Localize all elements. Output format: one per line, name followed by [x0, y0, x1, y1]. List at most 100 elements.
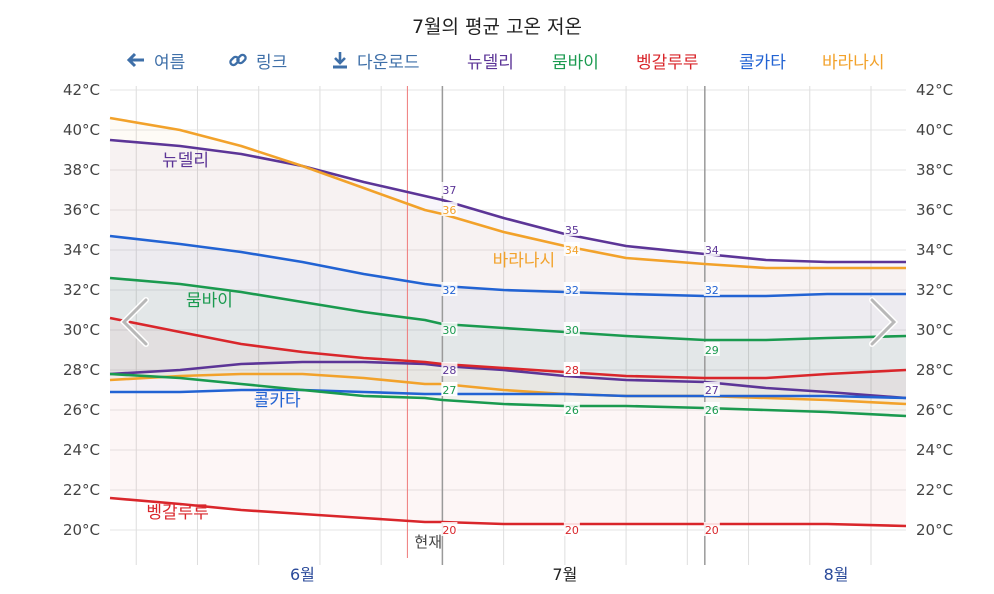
y-tick-label-right: 34°C	[916, 241, 953, 259]
next-arrow-stroke	[870, 298, 897, 346]
month-label: 7월	[552, 565, 577, 584]
y-tick-label-right: 38°C	[916, 161, 953, 179]
link-icon	[229, 53, 247, 67]
data-label-bg	[563, 402, 580, 416]
data-label: 27	[442, 384, 456, 397]
data-label-bg	[441, 182, 458, 196]
data-label-bg	[441, 382, 458, 396]
legend-item-kolkata[interactable]: 콜카타	[739, 52, 786, 73]
arrow-left-icon	[126, 52, 144, 68]
data-label-bg	[441, 202, 458, 216]
data-label-bg	[703, 522, 720, 536]
series-name-label: 뭄바이	[186, 291, 233, 311]
y-tick-label-right: 36°C	[916, 201, 953, 219]
series-line	[109, 496, 907, 528]
series-name-label: 콜카타	[254, 391, 301, 411]
data-label-bg	[563, 362, 580, 376]
data-label: 36	[442, 204, 456, 217]
data-label: 37	[442, 184, 456, 197]
series-name-label: 뉴델리	[162, 151, 209, 171]
y-tick-label-left: 42°C	[63, 81, 100, 99]
toolbar: 여름 링크 다운로드 뉴델리 뭄바이 벵갈루루 콜카타 바라나시	[0, 46, 994, 74]
now-label: 현재	[414, 533, 442, 551]
data-label-bg	[441, 282, 458, 296]
range-band	[110, 236, 906, 398]
y-tick-label-left: 40°C	[63, 121, 100, 139]
y-tick-label-left: 26°C	[63, 401, 100, 419]
data-label-bg	[703, 402, 720, 416]
y-tick-label-right: 42°C	[916, 81, 953, 99]
series-line	[109, 372, 907, 406]
month-label: 8월	[824, 565, 849, 584]
series-line	[109, 316, 907, 380]
data-label-bg	[441, 522, 458, 536]
data-label: 26	[565, 404, 579, 417]
y-tick-label-left: 28°C	[63, 361, 100, 379]
y-tick-label-left: 20°C	[63, 521, 100, 539]
series-line	[109, 372, 907, 418]
y-tick-label-right: 24°C	[916, 441, 953, 459]
prev-arrow-stroke	[121, 298, 148, 346]
data-label: 32	[705, 284, 719, 297]
prev-arrow-icon[interactable]	[119, 297, 149, 347]
legend-item-varanasi[interactable]: 바라나시	[822, 52, 885, 73]
data-label: 34	[565, 244, 579, 257]
data-label: 32	[442, 284, 456, 297]
link-button[interactable]: 링크	[228, 46, 287, 74]
back-button[interactable]: 여름	[126, 46, 185, 74]
data-label-bg	[703, 242, 720, 256]
y-tick-label-left: 24°C	[63, 441, 100, 459]
data-label-bg	[441, 322, 458, 336]
y-tick-label-right: 22°C	[916, 481, 953, 499]
y-tick-label-right: 20°C	[916, 521, 953, 539]
data-label: 20	[705, 524, 719, 537]
data-label-bg	[563, 322, 580, 336]
y-tick-label-left: 36°C	[63, 201, 100, 219]
range-band	[110, 318, 906, 526]
series-line	[109, 116, 906, 270]
y-tick-label-left: 22°C	[63, 481, 100, 499]
data-label-bg	[703, 282, 720, 296]
data-label: 27	[705, 384, 719, 397]
data-label-bg	[703, 342, 720, 356]
series-name-label: 바라나시	[493, 251, 556, 271]
month-label: 6월	[290, 565, 315, 584]
data-label: 34	[705, 244, 719, 257]
legend-item-bengaluru[interactable]: 벵갈루루	[636, 52, 699, 73]
range-band	[110, 118, 906, 404]
legend-item-mumbai[interactable]: 뭄바이	[552, 52, 599, 73]
back-label: 여름	[154, 52, 186, 73]
chart-title: 7월의 평균 고온 저온	[411, 16, 583, 38]
series-line	[109, 360, 907, 400]
y-tick-label-left: 32°C	[63, 281, 100, 299]
data-label: 32	[565, 284, 579, 297]
series-name-label: 벵갈루루	[146, 503, 209, 523]
series-line	[109, 234, 906, 298]
y-tick-label-left: 38°C	[63, 161, 100, 179]
download-button[interactable]: 다운로드	[331, 46, 420, 74]
data-label: 29	[705, 344, 719, 357]
link-label: 링크	[256, 52, 288, 73]
y-tick-label-right: 40°C	[916, 121, 953, 139]
data-label: 28	[565, 364, 579, 377]
download-icon	[333, 52, 347, 69]
y-tick-label-right: 28°C	[916, 361, 953, 379]
data-label: 30	[565, 324, 579, 337]
data-label-bg	[563, 222, 580, 236]
series-line	[109, 138, 906, 264]
range-band	[110, 140, 906, 398]
y-tick-label-right: 30°C	[916, 321, 953, 339]
y-tick-label-right: 26°C	[916, 401, 953, 419]
data-label-bg	[441, 362, 458, 376]
data-label: 20	[565, 524, 579, 537]
data-label-bg	[563, 522, 580, 536]
next-arrow-icon[interactable]	[869, 297, 899, 347]
data-label: 28	[442, 364, 456, 377]
y-tick-label-left: 30°C	[63, 321, 100, 339]
data-label: 35	[565, 224, 579, 237]
legend-item-new-delhi[interactable]: 뉴델리	[467, 52, 514, 73]
series-line	[109, 276, 907, 342]
series-line	[110, 388, 907, 400]
data-label: 20	[442, 524, 456, 537]
